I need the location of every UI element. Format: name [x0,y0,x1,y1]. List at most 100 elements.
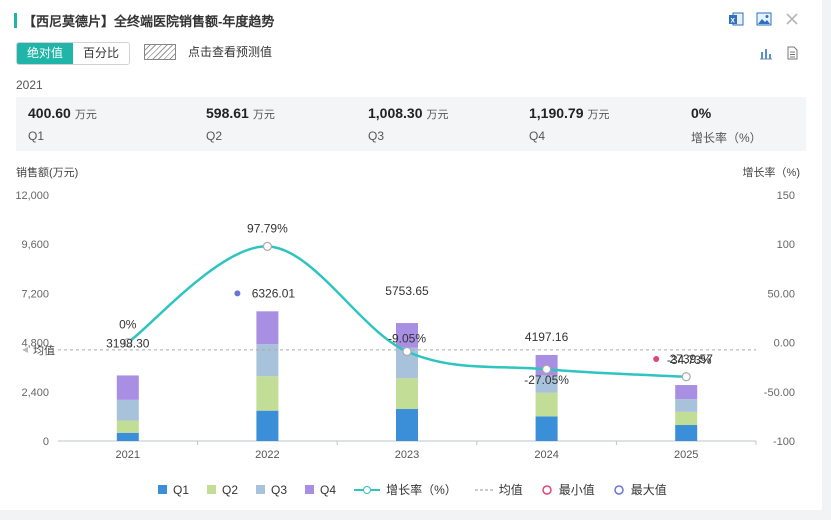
legend-label: 最小值 [558,483,595,497]
forecast-toggle[interactable]: 点击查看预测值 [144,43,272,60]
x-tick-label: 2021 [116,449,140,461]
title-bar: 【西尼莫德片】全终端医院销售额-年度趋势 [14,10,274,30]
summary-unit: 万元 [74,109,97,121]
growth-label: -27.05% [524,373,569,387]
svg-text:x: x [731,16,736,25]
summary-year: 2021 [16,78,43,92]
close-icon[interactable] [784,11,800,27]
legend-swatch [256,485,266,494]
hatch-pattern-icon [144,43,176,60]
growth-point [681,372,691,382]
legend-ring-icon [614,484,624,495]
y2-tick-label: 150 [777,190,795,202]
growth-line [127,245,687,379]
y-tick-label: 12,000 [15,190,49,202]
y2-tick-label: -50.00 [764,387,795,399]
bar-segment-q2 [116,420,139,433]
top-toolbar: x [728,11,800,27]
growth-label: 0% [119,318,137,332]
summary-value: 1,008.30 [368,105,423,121]
y2-axis-title: 增长率（%) [742,167,800,179]
legend-item-mean[interactable]: 均值 [474,481,523,498]
summary-strip: 400.60 万元 Q1 598.61 万元 Q2 1,008.30 万元 Q3 1,… [16,97,806,151]
bar-segment-q4 [256,311,279,345]
absolute-value-tab[interactable]: 绝对值 [17,43,74,64]
growth-point [402,346,412,357]
summary-value: 598.61 [206,105,249,121]
max-marker [234,290,241,297]
legend-item-max[interactable]: 最大值 [613,481,667,498]
summary-item-q2: 598.61 万元 Q2 [206,105,275,143]
y2-tick-label: 100 [777,239,795,251]
percent-tab[interactable]: 百分比 [73,43,130,64]
bar-segment-q1 [256,410,279,441]
y2-tick-label: 0.00 [774,338,795,350]
summary-label: 增长率（%） [691,131,762,145]
total-label: 5753.65 [385,284,429,298]
legend-label: Q4 [320,482,337,497]
total-label: 6326.01 [252,286,296,300]
y-axis-title: 销售额(万元) [16,167,79,179]
legend-item-q2[interactable]: Q2 [207,483,238,497]
legend-item-q4[interactable]: Q4 [305,483,336,497]
bar-segment-q2 [396,378,418,410]
y-tick-label: 2,400 [21,387,49,399]
growth-label: -34.73% [667,353,712,367]
bar-segment-q3 [256,344,279,377]
excel-icon[interactable]: x [728,11,744,27]
y2-tick-label: -100 [773,436,795,448]
bar-segment-q3 [116,399,139,421]
legend-swatch [305,485,315,494]
legend-item-growth[interactable]: 增长率（%） [354,481,457,498]
legend-label: 最大值 [630,483,667,497]
growth-point [262,241,272,251]
value-mode-toggle: 绝对值 百分比 [16,42,131,65]
summary-item-growth: 0% 增长率（%） [691,105,762,146]
bar-segment-q3 [675,399,698,412]
legend-swatch [158,485,167,494]
bar-segment-q4 [116,375,139,400]
forecast-label: 点击查看预测值 [188,45,273,59]
summary-value: 0% [691,105,712,121]
bar-segment-q4 [675,385,698,400]
page-title: 【西尼莫德片】全终端医院销售额-年度趋势 [23,13,275,29]
growth-point [541,364,552,374]
bar-segment-q3 [396,347,418,379]
image-icon[interactable] [756,11,772,27]
legend-dash-icon [474,489,493,490]
legend-item-q3[interactable]: Q3 [256,483,287,497]
summary-unit: 万元 [426,109,449,121]
total-label: 2739.57 [670,352,714,366]
x-tick-label: 2024 [534,449,558,461]
chart-panel: 【西尼莫德片】全终端医院销售额-年度趋势 x 绝对值 百分比 点击查看预测值 2… [0,0,822,510]
chart-legend: Q1 Q2 Q3 Q4 增长率（%） 均值 最小值 最大值 [158,481,685,498]
summary-unit: 万元 [587,109,610,121]
legend-label: 增长率（%） [386,483,457,497]
legend-label: Q1 [173,482,190,497]
legend-line-icon [354,485,381,494]
summary-label: Q2 [206,129,223,143]
mean-label: 均值 [33,344,55,357]
summary-label: Q3 [368,129,385,143]
x-tick-label: 2022 [255,449,279,461]
legend-ring-icon [542,484,552,495]
bar-segment-q2 [535,392,558,417]
x-tick-label: 2023 [395,449,419,461]
legend-item-min[interactable]: 最小值 [541,481,595,498]
y-tick-label: 4,800 [21,338,49,350]
summary-unit: 万元 [252,109,275,121]
summary-label: Q1 [28,129,45,143]
legend-item-q1[interactable]: Q1 [158,483,189,497]
legend-label: Q2 [222,482,239,497]
y-tick-label: 0 [43,436,49,448]
document-icon[interactable] [784,45,800,61]
y2-tick-label: 50.00 [767,288,795,300]
chart-canvas: 0 2,400 4,800 7,200 9,600 12,000 -100 -50.00 0.0… [15,190,795,461]
y-tick-label: 7,200 [21,288,49,300]
bar-chart-icon[interactable] [758,45,774,61]
legend-swatch [207,485,217,494]
y-tick-label: 9,600 [21,239,49,251]
title-accent [14,12,17,28]
bar-segment-q2 [675,411,698,426]
mean-marker [22,346,28,353]
